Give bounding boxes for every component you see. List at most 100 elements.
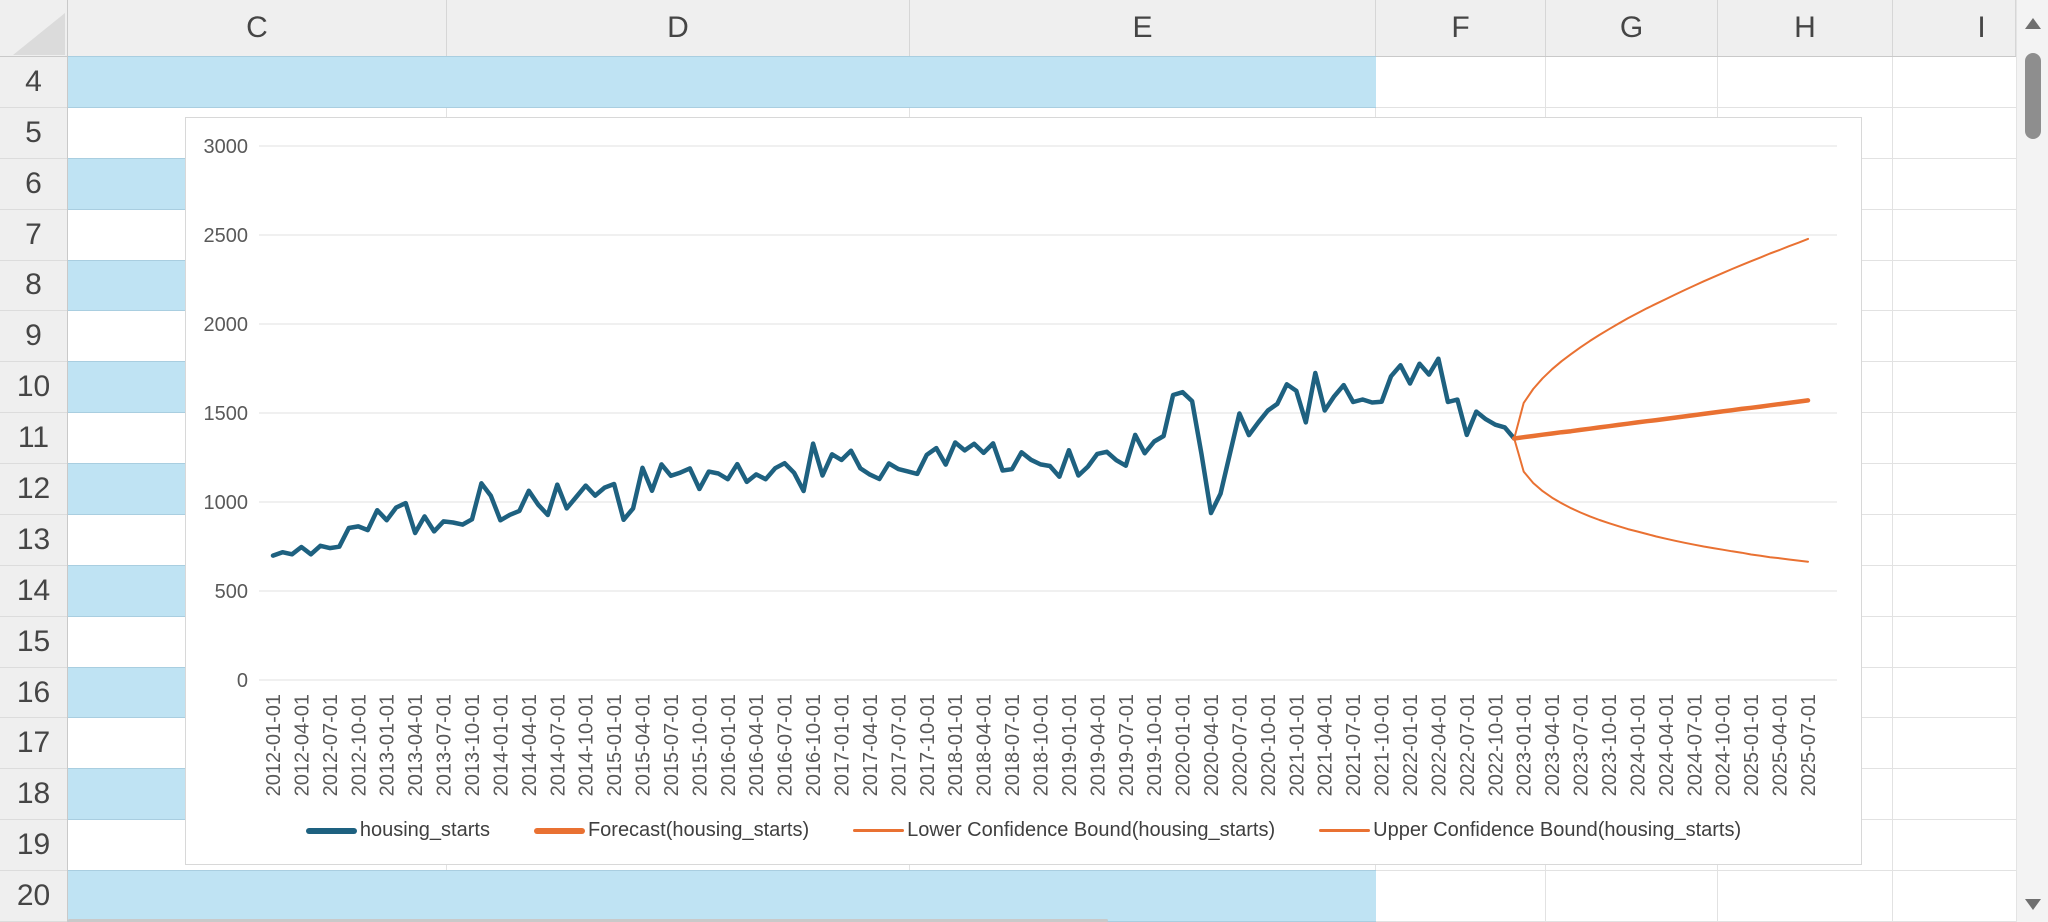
y-tick-label: 1500 xyxy=(204,403,249,425)
row-header-19[interactable]: 19 xyxy=(0,820,67,872)
select-all-button[interactable] xyxy=(0,0,68,57)
x-tick-label: 2012-04-01 xyxy=(291,694,313,796)
x-tick-label: 2012-10-01 xyxy=(348,694,370,796)
row-header-4[interactable]: 4 xyxy=(0,57,67,108)
x-tick-label: 2024-01-01 xyxy=(1627,694,1649,796)
series-housing-starts[interactable] xyxy=(270,356,1517,558)
x-tick-label: 2014-07-01 xyxy=(547,694,569,796)
column-header-F[interactable]: F xyxy=(1376,0,1546,56)
x-tick-label: 2022-01-01 xyxy=(1400,694,1422,796)
x-tick-label: 2015-01-01 xyxy=(604,694,626,796)
row-header-13[interactable]: 13 xyxy=(0,515,67,566)
banded-row-20[interactable] xyxy=(68,870,1376,922)
x-tick-label: 2017-07-01 xyxy=(888,694,910,796)
y-tick-label: 1000 xyxy=(204,492,249,514)
y-tick-label: 2500 xyxy=(204,225,249,247)
row-gutter: 4 5 6 7 8 9 10 11 12 13 14 15 16 17 18 19 20 xyxy=(0,57,68,922)
x-tick-label: 2025-01-01 xyxy=(1741,694,1763,796)
row-header-7[interactable]: 7 xyxy=(0,210,67,261)
horizontal-scrollbar-thumb[interactable] xyxy=(68,919,1108,922)
x-tick-label: 2018-01-01 xyxy=(945,694,967,796)
x-tick-label: 2020-07-01 xyxy=(1229,694,1251,796)
x-tick-label: 2013-04-01 xyxy=(405,694,427,796)
row-header-17[interactable]: 17 xyxy=(0,718,67,770)
x-tick-label: 2022-07-01 xyxy=(1457,694,1479,796)
y-tick-label: 0 xyxy=(237,670,248,692)
column-header-E[interactable]: E xyxy=(910,0,1376,56)
column-header-D[interactable]: D xyxy=(447,0,910,56)
row-header-9[interactable]: 9 xyxy=(0,311,67,363)
banded-row-4[interactable] xyxy=(68,56,1376,108)
row-header-12[interactable]: 12 xyxy=(0,464,67,515)
legend-label: Lower Confidence Bound(housing_starts) xyxy=(907,819,1276,841)
legend-item-series-upper-confidence-bound[interactable]: Upper Confidence Bound(housing_starts) xyxy=(1319,819,1741,842)
y-tick-label: 500 xyxy=(215,581,248,603)
legend-label: housing_starts xyxy=(359,819,490,841)
row-header-10[interactable]: 10 xyxy=(0,362,67,414)
legend-item-series-lower-confidence-bound[interactable]: Lower Confidence Bound(housing_starts) xyxy=(853,819,1275,842)
series-forecast[interactable] xyxy=(1511,398,1811,441)
column-header-H[interactable]: H xyxy=(1718,0,1893,56)
x-tick-label: 2016-10-01 xyxy=(803,694,825,796)
x-tick-label: 2017-01-01 xyxy=(832,694,854,796)
x-tick-label: 2013-07-01 xyxy=(434,694,456,796)
row-header-5[interactable]: 5 xyxy=(0,108,67,159)
x-tick-label: 2015-04-01 xyxy=(633,694,655,796)
x-tick-label: 2019-01-01 xyxy=(1059,694,1081,796)
x-tick-label: 2016-04-01 xyxy=(746,694,768,796)
x-tick-label: 2015-10-01 xyxy=(689,694,711,796)
x-tick-label: 2019-10-01 xyxy=(1144,694,1166,796)
forecast-chart[interactable]: 0 500 1000 1500 2000 2500 3000 2012-01-01 2012-0… xyxy=(185,117,1862,865)
x-tick-label: 2014-01-01 xyxy=(490,694,512,796)
legend-swatch-icon xyxy=(533,827,585,834)
vertical-scrollbar-thumb[interactable] xyxy=(2025,53,2041,139)
vertical-scrollbar[interactable] xyxy=(2016,0,2048,922)
row-header-16[interactable]: 16 xyxy=(0,668,67,719)
legend-label: Upper Confidence Bound(housing_starts) xyxy=(1373,819,1742,841)
x-tick-label: 2019-04-01 xyxy=(1087,694,1109,796)
series-lower-confidence-bound[interactable] xyxy=(1513,437,1809,563)
row-header-6[interactable]: 6 xyxy=(0,159,67,210)
x-tick-label: 2016-07-01 xyxy=(775,694,797,796)
legend-item-series-housing-starts[interactable]: housing_starts xyxy=(305,819,490,842)
x-tick-label: 2013-01-01 xyxy=(377,694,399,796)
x-tick-label: 2018-04-01 xyxy=(974,694,996,796)
row-header-14[interactable]: 14 xyxy=(0,566,67,617)
row-header-18[interactable]: 18 xyxy=(0,769,67,821)
select-all-triangle xyxy=(13,13,65,55)
x-tick-label: 2025-07-01 xyxy=(1798,694,1820,796)
y-tick-label: 2000 xyxy=(204,314,249,336)
column-gridline xyxy=(1892,57,1893,922)
row-header-20[interactable]: 20 xyxy=(0,871,67,922)
x-tick-label: 2023-07-01 xyxy=(1571,694,1593,796)
row-header-11[interactable]: 11 xyxy=(0,413,67,465)
x-tick-label: 2025-04-01 xyxy=(1770,694,1792,796)
x-tick-label: 2020-04-01 xyxy=(1201,694,1223,796)
x-tick-label: 2018-10-01 xyxy=(1030,694,1052,796)
column-header-G[interactable]: G xyxy=(1546,0,1718,56)
x-tick-label: 2024-07-01 xyxy=(1684,694,1706,796)
x-tick-label: 2022-04-01 xyxy=(1428,694,1450,796)
column-header-C[interactable]: C xyxy=(68,0,447,56)
row-header-15[interactable]: 15 xyxy=(0,617,67,668)
scroll-up-icon[interactable] xyxy=(2025,18,2041,29)
x-tick-label: 2012-07-01 xyxy=(320,694,342,796)
legend-item-series-forecast[interactable]: Forecast(housing_starts) xyxy=(533,819,810,842)
x-tick-label: 2014-04-01 xyxy=(519,694,541,796)
legend-swatch-icon xyxy=(305,827,357,834)
x-tick-label: 2021-07-01 xyxy=(1343,694,1365,796)
y-tick-label: 3000 xyxy=(204,136,249,158)
x-tick-label: 2020-01-01 xyxy=(1173,694,1195,796)
scroll-down-icon[interactable] xyxy=(2025,899,2041,910)
x-tick-label: 2023-04-01 xyxy=(1542,694,1564,796)
series-upper-confidence-bound[interactable] xyxy=(1513,237,1809,440)
legend-label: Forecast(housing_starts) xyxy=(587,819,810,841)
chart-legend: housing_starts Forecast(housing_starts) Lo… xyxy=(186,819,1861,842)
column-header-I[interactable]: I xyxy=(1893,0,2016,56)
row-header-8[interactable]: 8 xyxy=(0,261,67,312)
x-tick-label: 2021-01-01 xyxy=(1286,694,1308,796)
x-tick-label: 2012-01-01 xyxy=(263,694,285,796)
x-tick-label: 2022-10-01 xyxy=(1485,694,1507,796)
